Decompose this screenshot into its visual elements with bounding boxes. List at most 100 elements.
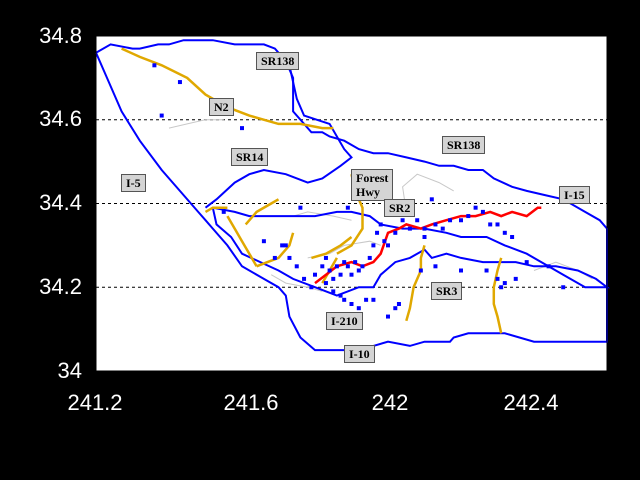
data-point	[342, 260, 347, 265]
highway-segment	[405, 245, 426, 322]
route-label: SR14	[231, 148, 269, 166]
minor-road	[270, 274, 323, 292]
data-point	[338, 293, 343, 298]
data-point	[283, 243, 288, 248]
data-point	[280, 243, 285, 248]
data-point	[309, 285, 314, 290]
data-point	[294, 264, 299, 269]
data-point	[415, 218, 420, 223]
plot-border	[95, 35, 608, 372]
data-point	[302, 276, 307, 281]
highway-segment	[492, 257, 503, 334]
data-point	[429, 197, 434, 202]
highway-segment	[204, 206, 228, 213]
data-point	[371, 243, 376, 248]
data-point	[327, 268, 332, 273]
data-point	[382, 239, 387, 244]
data-point	[513, 276, 518, 281]
data-point	[323, 255, 328, 260]
data-point	[367, 255, 372, 260]
x-tick-label: 241.6	[223, 390, 279, 415]
minor-road	[402, 173, 454, 212]
data-point	[495, 222, 500, 227]
data-point	[334, 264, 339, 269]
data-point	[422, 235, 427, 239]
data-point	[407, 226, 412, 231]
data-point	[338, 272, 343, 277]
data-point	[375, 230, 380, 235]
data-point	[480, 209, 485, 214]
data-point	[502, 281, 507, 286]
data-point	[378, 222, 383, 227]
data-point	[240, 126, 244, 131]
data-point	[272, 255, 277, 260]
data-point	[561, 285, 566, 290]
data-point	[356, 306, 361, 311]
data-point	[353, 260, 358, 265]
highway-segment	[244, 198, 280, 226]
x-tick-label: 241.2	[67, 390, 123, 415]
data-point	[287, 255, 292, 260]
y-tick-label: 34	[57, 358, 82, 383]
data-point	[495, 276, 500, 281]
data-point	[386, 243, 390, 248]
inner-boundary	[204, 65, 353, 209]
data-point	[320, 264, 325, 269]
data-point	[546, 264, 551, 269]
route-label: SR138	[256, 52, 300, 70]
data-point	[298, 205, 303, 210]
data-point	[418, 268, 423, 273]
data-point	[459, 218, 463, 223]
data-point	[261, 239, 266, 244]
data-point	[331, 289, 336, 294]
route-label: I-210	[326, 312, 363, 330]
data-point	[393, 230, 398, 235]
data-point	[345, 264, 350, 269]
minor-road	[168, 119, 224, 129]
data-point	[400, 218, 405, 223]
data-point	[221, 209, 226, 214]
data-point	[488, 222, 493, 227]
y-tick-label: 34.4	[39, 190, 82, 215]
y-tick-label: 34.6	[39, 106, 82, 131]
route-label: SR2	[384, 199, 416, 217]
x-tick-label: 242.4	[503, 390, 559, 415]
route-label: SR138	[442, 136, 486, 154]
x-tick-label: 242	[371, 390, 409, 415]
data-point	[433, 222, 438, 227]
data-point	[433, 264, 438, 269]
data-point	[499, 285, 504, 290]
highway-segment	[311, 236, 353, 260]
data-point	[159, 113, 164, 118]
route-label: I-10	[344, 345, 375, 363]
data-point	[393, 306, 398, 311]
highway-segment	[256, 232, 295, 268]
data-point	[371, 297, 376, 302]
data-point	[323, 281, 328, 286]
data-point	[422, 226, 427, 231]
data-point	[484, 268, 489, 273]
data-point	[386, 314, 390, 319]
route-label: N2	[209, 98, 234, 116]
data-point	[177, 80, 182, 85]
data-point	[152, 63, 157, 68]
data-point	[349, 302, 354, 306]
highway-segment	[226, 215, 258, 267]
data-point	[331, 276, 336, 281]
data-point	[360, 264, 365, 269]
route-label: I-5	[121, 174, 146, 192]
data-point	[349, 272, 354, 277]
data-point	[313, 272, 317, 277]
route-label: SR3	[431, 282, 463, 300]
data-point	[448, 218, 453, 223]
data-point	[396, 302, 401, 306]
data-point	[502, 230, 507, 235]
y-tick-label: 34.2	[39, 274, 82, 299]
data-point	[345, 205, 350, 210]
data-point	[524, 260, 529, 265]
data-point	[364, 297, 369, 302]
route-label: Forest Hwy	[351, 169, 394, 201]
data-point	[510, 235, 515, 239]
data-point	[459, 268, 463, 273]
